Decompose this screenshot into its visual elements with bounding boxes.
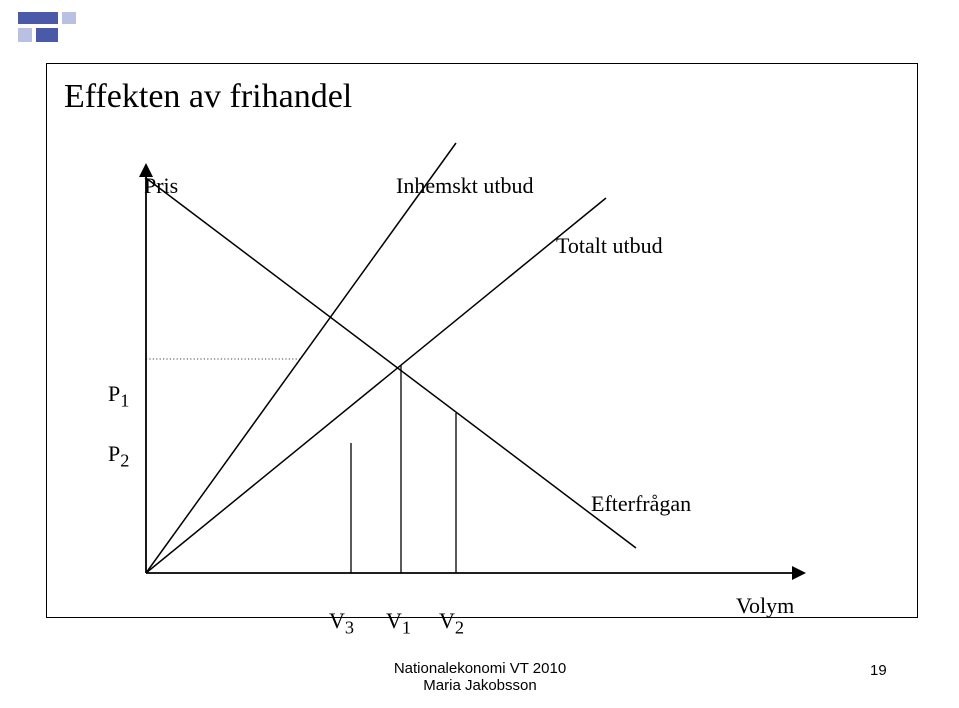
- label-v3: V3: [329, 608, 354, 638]
- decor-bar: [62, 12, 76, 24]
- axis-label-volym: Volym: [736, 593, 794, 619]
- label-efterfragan: Efterfrågan: [591, 491, 691, 517]
- label-v1: V1: [386, 608, 411, 638]
- label-p2: P2: [108, 441, 129, 471]
- axis-label-pris: Pris: [144, 173, 178, 199]
- decor-bar: [18, 28, 32, 42]
- x-axis-arrow: [792, 566, 806, 580]
- page-number: 19: [870, 662, 887, 679]
- footer-author: Maria Jakobsson: [423, 677, 536, 694]
- decor-bar: [36, 28, 58, 42]
- supply-demand-chart: [46, 63, 918, 618]
- decor-bar: [18, 12, 58, 24]
- footer-course: Nationalekonomi VT 2010: [394, 660, 566, 677]
- label-p1: P1: [108, 381, 129, 411]
- label-inhemskt: Inhemskt utbud: [396, 173, 534, 199]
- label-totalt: Totalt utbud: [556, 233, 663, 259]
- footer: Nationalekonomi VT 2010 Maria Jakobsson: [350, 660, 610, 694]
- label-v2: V2: [439, 608, 464, 638]
